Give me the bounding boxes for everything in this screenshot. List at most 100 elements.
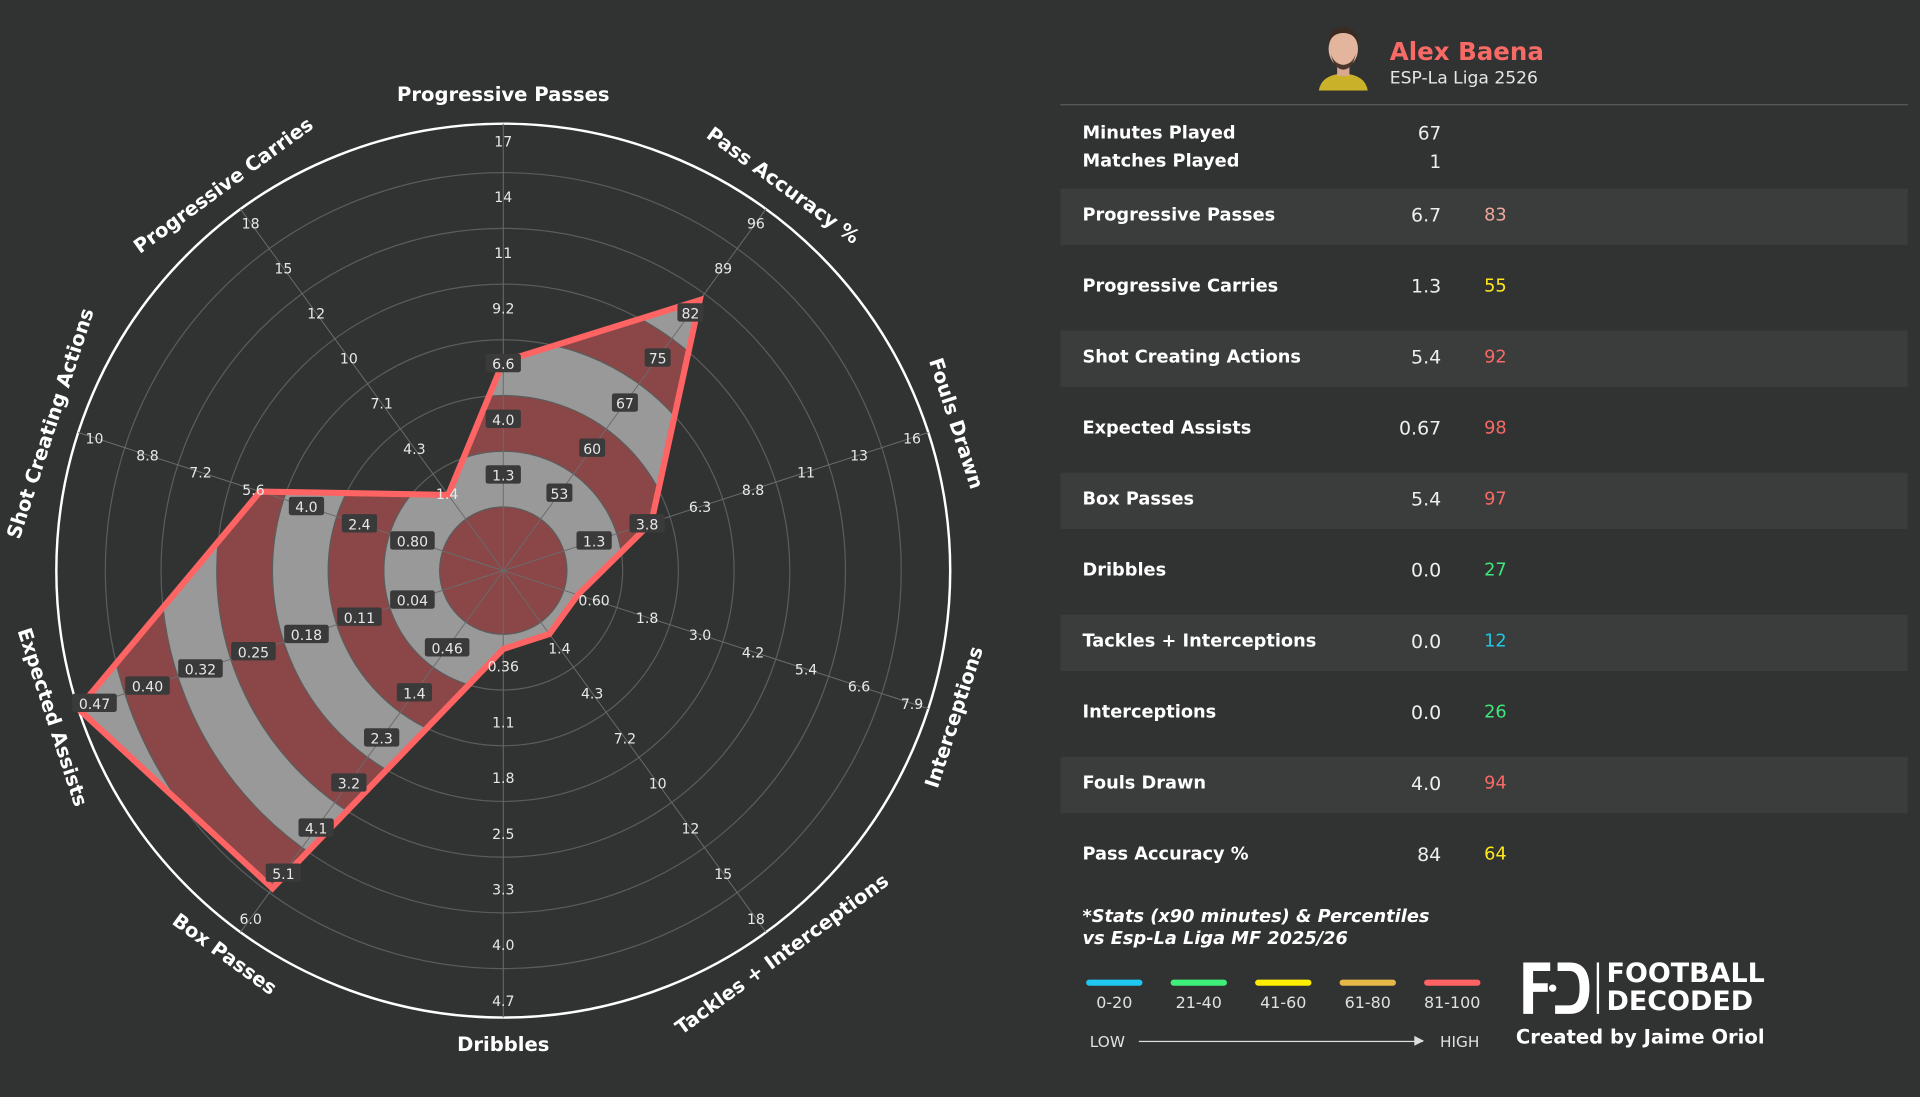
- tick-label-bg: [390, 531, 435, 550]
- stat-percentile: 27: [1484, 560, 1507, 581]
- tick-label-bg: [644, 348, 671, 367]
- tick-label-bg: [396, 683, 433, 702]
- tick-label: 8.8: [136, 449, 158, 465]
- stat-row: Expected Assists 0.67 98: [1060, 402, 1907, 458]
- scale-low: LOW: [1089, 1032, 1125, 1051]
- tick-label: 6.6: [848, 680, 870, 696]
- tick-label: 0.25: [238, 645, 269, 661]
- stat-label: Pass Accuracy %: [1082, 844, 1249, 865]
- tick-label: 4.3: [403, 442, 425, 458]
- stat-percentile: 26: [1484, 702, 1507, 723]
- tick-label: 75: [649, 352, 667, 368]
- tick-label-bg: [178, 659, 223, 678]
- tick-label-bg: [341, 514, 378, 533]
- stat-label: Progressive Carries: [1082, 276, 1279, 297]
- axis-label: Progressive Carries: [129, 113, 317, 258]
- tick-label: 18: [242, 216, 260, 232]
- radar-chart: 1.3 4.0 6.6 9.2 11 14 17 Progressive Passes 53 60…: [2, 83, 988, 1056]
- stat-value: 6.7: [1411, 204, 1442, 227]
- tick-label: 9.2: [492, 301, 514, 317]
- stat-value: 5.4: [1411, 488, 1442, 511]
- stat-row: Progressive Passes 6.7 83: [1060, 188, 1908, 245]
- tick-label: 3.3: [492, 882, 514, 898]
- tick-label-bg: [485, 465, 521, 484]
- tick-label: 53: [550, 487, 568, 503]
- stat-percentile: 97: [1484, 489, 1507, 510]
- logo-line: FOOTBALL: [1606, 958, 1765, 990]
- stat-value: 0.0: [1411, 701, 1442, 724]
- stat-row: Progressive Carries 1.3 55: [1060, 260, 1907, 316]
- stat-value: 0.67: [1398, 417, 1442, 440]
- tick-label-bg: [337, 607, 382, 626]
- summary-label: Minutes Played: [1082, 123, 1236, 144]
- tick-label-bg: [284, 624, 329, 644]
- stat-row: Tackles + Interceptions 0.0 12: [1060, 614, 1908, 672]
- footnote-line: vs Esp-La Liga MF 2025/26: [1082, 929, 1348, 949]
- axis-label: Progressive Passes: [397, 83, 610, 106]
- tick-label: 0.04: [397, 594, 428, 610]
- tick-label: 1.3: [583, 535, 605, 551]
- stat-percentile: 64: [1484, 844, 1507, 865]
- tick-label: 96: [747, 216, 765, 232]
- tick-label-bg: [125, 676, 170, 695]
- legend-label: 61-80: [1344, 994, 1391, 1013]
- legend-swatch: [1255, 979, 1312, 986]
- tick-label: 2.5: [492, 827, 514, 843]
- tick-label: 7.2: [614, 732, 636, 748]
- tick-label: 0.18: [291, 628, 322, 644]
- fd-logo-icon: [1523, 962, 1600, 1014]
- axis-label: Fouls Drawn: [924, 355, 988, 492]
- divider: [1060, 104, 1908, 106]
- stat-percentile: 83: [1484, 205, 1507, 226]
- legend-item: 41-60: [1247, 979, 1320, 1013]
- tick-label-bg: [298, 818, 334, 837]
- footnote-line: *Stats (x90 minutes) & Percentiles: [1082, 907, 1430, 927]
- axis-label: Dribbles: [457, 1033, 549, 1056]
- tick-label: 1.1: [492, 715, 514, 731]
- legend-label: 81-100: [1424, 994, 1481, 1013]
- tick-label: 18: [747, 912, 765, 928]
- tick-label: 6.6: [492, 357, 514, 373]
- logo-line: DECODED: [1606, 986, 1754, 1018]
- stat-label: Box Passes: [1082, 489, 1195, 510]
- legend-label: 0-20: [1096, 994, 1133, 1013]
- legend-item: 0-20: [1078, 979, 1151, 1013]
- stat-row: Fouls Drawn 4.0 94: [1060, 756, 1908, 814]
- axis-line: [502, 208, 767, 571]
- stat-row: Pass Accuracy % 84 64: [1060, 828, 1907, 884]
- tick-label-bg: [546, 483, 573, 502]
- tick-label: 0.60: [578, 594, 609, 610]
- tick-label: 6.3: [689, 500, 711, 516]
- stats-panel: Alex Baena ESP-La Liga 2526 Minutes Play…: [1060, 0, 1908, 1097]
- axis-line: [240, 208, 504, 571]
- tick-label: 5.6: [242, 483, 264, 499]
- tick-label: 0.47: [79, 697, 110, 713]
- stat-percentile: 92: [1484, 347, 1507, 368]
- credit: Created by Jaime Oriol: [1515, 1024, 1765, 1049]
- tick-label: 15: [274, 261, 292, 277]
- stat-label: Expected Assists: [1082, 418, 1252, 439]
- tick-label: 7.2: [189, 466, 211, 482]
- tick-label: 10: [86, 431, 104, 447]
- tick-label: 1.8: [492, 771, 514, 787]
- tick-label: 0.40: [132, 680, 163, 696]
- tick-label: 11: [494, 246, 512, 262]
- tick-label: 14: [494, 190, 512, 206]
- tick-label: 10: [340, 352, 358, 368]
- tick-label: 10: [649, 777, 667, 793]
- stat-percentile: 55: [1484, 276, 1507, 297]
- tick-label: 4.0: [295, 500, 317, 516]
- tick-label: 0.32: [185, 663, 216, 679]
- legend-swatch: [1086, 979, 1143, 986]
- tick-label: 7.1: [370, 397, 392, 413]
- tick-label: 12: [307, 307, 325, 323]
- tick-label: 0.80: [397, 535, 428, 551]
- axis-label: Shot Creating Actions: [2, 305, 98, 541]
- stat-label: Shot Creating Actions: [1082, 347, 1301, 368]
- stat-percentile: 98: [1484, 418, 1507, 439]
- tick-label: 1.4: [548, 641, 570, 657]
- tick-label-bg: [390, 590, 435, 609]
- tick-label: 3.8: [636, 517, 658, 533]
- stat-value: 0.0: [1411, 559, 1442, 582]
- tick-label: 13: [850, 449, 868, 465]
